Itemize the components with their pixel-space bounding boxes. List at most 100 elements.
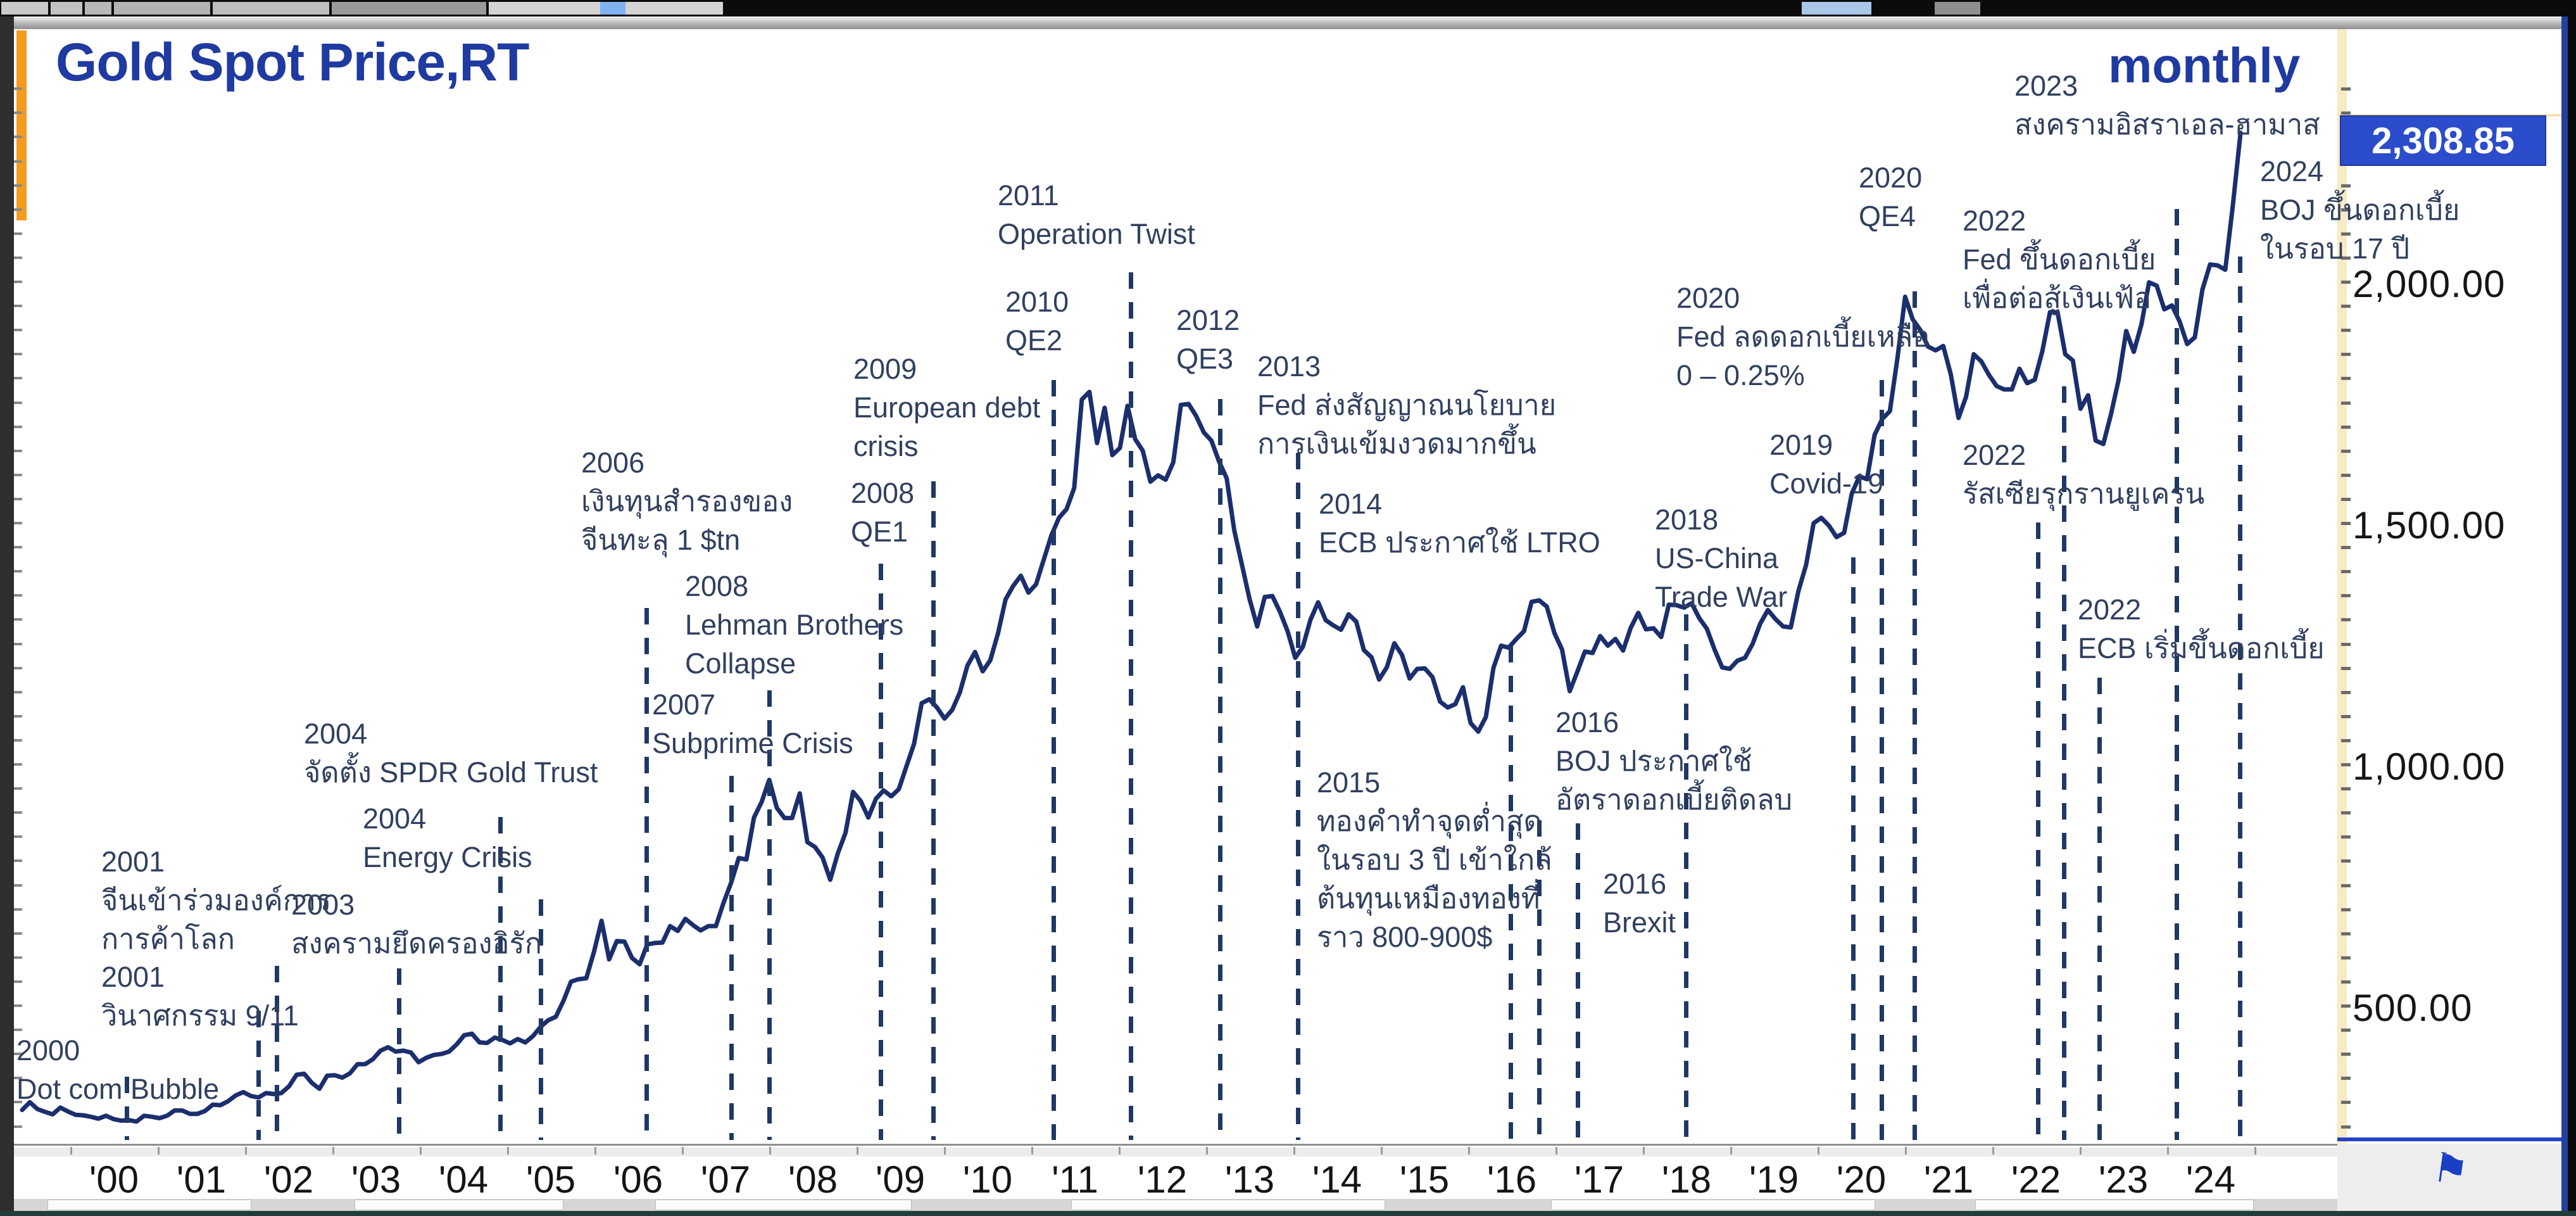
price-scale-tick — [2341, 522, 2351, 525]
event-annotation: 2019 Covid-19 — [1769, 426, 1883, 503]
event-marker-line — [397, 968, 401, 1140]
plot-left-tick — [14, 256, 22, 259]
plot-left-tick — [14, 136, 22, 138]
time-axis-notch — [1905, 1147, 1907, 1155]
x-axis-year-label: '07 — [675, 1158, 776, 1201]
event-marker-line — [644, 608, 649, 1140]
window-chrome-segment — [85, 2, 111, 15]
window-bottom-band — [0, 1211, 2576, 1216]
price-scale-tick — [2341, 1077, 2351, 1080]
plot-left-tick — [14, 1125, 22, 1128]
price-scale-tick — [2341, 305, 2351, 308]
price-scale-tick — [2341, 932, 2351, 935]
time-axis-notch — [1381, 1147, 1383, 1155]
price-scale-tick — [2341, 1004, 2351, 1008]
x-axis-year-label: '18 — [1636, 1158, 1737, 1201]
plot-left-tick — [14, 232, 22, 235]
price-scale-tick — [2341, 1101, 2351, 1104]
plot-left-tick — [14, 305, 22, 307]
event-annotation: 2022 Fed ขึ้นดอกเบี้ย เพื่อต่อสู้เงินเฟ้… — [1963, 201, 2156, 317]
time-axis-notch — [245, 1147, 247, 1155]
plot-left-tick — [14, 1004, 22, 1007]
plot-left-tick — [14, 402, 22, 404]
window-chrome-segment — [114, 2, 210, 15]
scrollbar-segment — [1071, 1200, 1385, 1210]
price-scale-tick — [2341, 1029, 2351, 1032]
plot-left-tick — [14, 691, 22, 694]
time-axis-notch — [2254, 1147, 2256, 1155]
x-axis-year-label: '21 — [1898, 1158, 1999, 1201]
plot-left-tick — [14, 353, 22, 355]
event-annotation: 2000 Dot com Bubble — [16, 1031, 219, 1108]
event-marker-line — [2097, 678, 2102, 1140]
event-annotation: 2010 QE2 — [1005, 282, 1069, 360]
plot-left-tick — [14, 932, 22, 935]
price-scale-tick — [2341, 498, 2351, 501]
time-axis[interactable]: '00'01'02'03'04'05'06'07'08'09'10'11'12'… — [14, 1156, 2340, 1199]
time-axis-notch — [2080, 1147, 2082, 1155]
time-axis-notch — [1643, 1147, 1645, 1155]
window-chrome-segment — [1935, 2, 1980, 15]
plot-left-tick — [14, 667, 22, 669]
price-scale-tick — [2341, 1125, 2351, 1129]
timeline-scrollbar[interactable] — [14, 1199, 2337, 1212]
plot-left-tick — [14, 884, 22, 887]
y-axis-price-label: 500.00 — [2353, 986, 2473, 1030]
window-chrome-segment — [1802, 2, 1871, 15]
event-annotation: 2015 ทองคำทำจุดต่ำสุด ในรอบ 3 ปี เข้าใกล… — [1317, 763, 1552, 956]
event-marker-line — [1576, 823, 1580, 1140]
event-annotation: 2004 จัดตั้ง SPDR Gold Trust — [304, 714, 598, 792]
window-chrome-segment — [332, 2, 486, 15]
event-annotation: 2020 Fed ลดดอกเบี้ยเหลือ 0 – 0.25% — [1676, 279, 1930, 395]
window-right-border — [2561, 16, 2568, 1213]
y-axis-price-label: 1,500.00 — [2353, 504, 2506, 547]
window-right-edge — [2568, 0, 2576, 1216]
time-axis-notch — [1119, 1147, 1121, 1155]
event-annotation: 2014 ECB ประกาศใช้ LTRO — [1319, 484, 1600, 562]
price-scale-tick — [2341, 618, 2351, 621]
event-annotation: 2011 Operation Twist — [998, 176, 1195, 253]
event-marker-line — [1684, 614, 1688, 1140]
x-axis-year-label: '16 — [1461, 1158, 1562, 1201]
time-axis-notch — [507, 1147, 509, 1155]
event-marker-line — [1913, 291, 1917, 1140]
price-scale-tick — [2341, 715, 2351, 718]
event-annotation: 2022 รัสเซียรุกรานยูเครน — [1963, 436, 2204, 513]
event-annotation: 2008 QE1 — [851, 474, 914, 551]
event-marker-line — [1052, 380, 1056, 1140]
event-marker-line — [1218, 399, 1222, 1140]
plot-left-tick — [14, 522, 22, 524]
event-annotation: 2012 QE3 — [1176, 301, 1240, 378]
price-scale-tick — [2341, 1053, 2351, 1056]
window-chrome-bar — [0, 16, 2576, 30]
x-axis-year-label: '23 — [2073, 1158, 2174, 1201]
price-scale-tick — [2341, 787, 2351, 790]
price-scale-tick — [2341, 667, 2351, 670]
price-scale-tick — [2341, 450, 2351, 453]
event-annotation: 2007 Subprime Crisis — [652, 685, 853, 763]
plot-left-tick — [14, 811, 22, 814]
price-scale-tick — [2341, 908, 2351, 911]
axis-corner-cell[interactable]: ⚑ — [2337, 1144, 2561, 1211]
x-axis-year-label: '13 — [1199, 1158, 1300, 1201]
price-scale-tick — [2341, 835, 2351, 839]
price-scale-tick — [2341, 474, 2351, 477]
plot-left-tick — [14, 763, 22, 766]
x-axis-year-label: '24 — [2160, 1158, 2261, 1201]
scrollbar-segment — [1975, 1200, 2254, 1210]
x-axis-year-label: '14 — [1286, 1158, 1388, 1201]
time-axis-notch — [2167, 1147, 2169, 1155]
event-annotation: 2016 BOJ ประกาศใช้ อัตราดอกเบี้ยติดลบ — [1555, 703, 1792, 819]
scrollbar-segment — [655, 1200, 912, 1210]
y-axis-price-label: 2,000.00 — [2353, 262, 2506, 306]
event-annotation: 2008 Lehman Brothers Collapse — [685, 567, 903, 683]
plot-left-tick — [14, 87, 22, 90]
time-axis-notch — [1468, 1147, 1470, 1155]
plot-left-tick — [14, 498, 22, 500]
window-left-border — [0, 16, 14, 1213]
time-axis-notch — [158, 1147, 160, 1155]
time-axis-notch — [1730, 1147, 1732, 1155]
price-scale-tick — [2341, 980, 2351, 984]
price-scale-tick — [2341, 956, 2351, 960]
window-title-strip — [0, 0, 2576, 16]
